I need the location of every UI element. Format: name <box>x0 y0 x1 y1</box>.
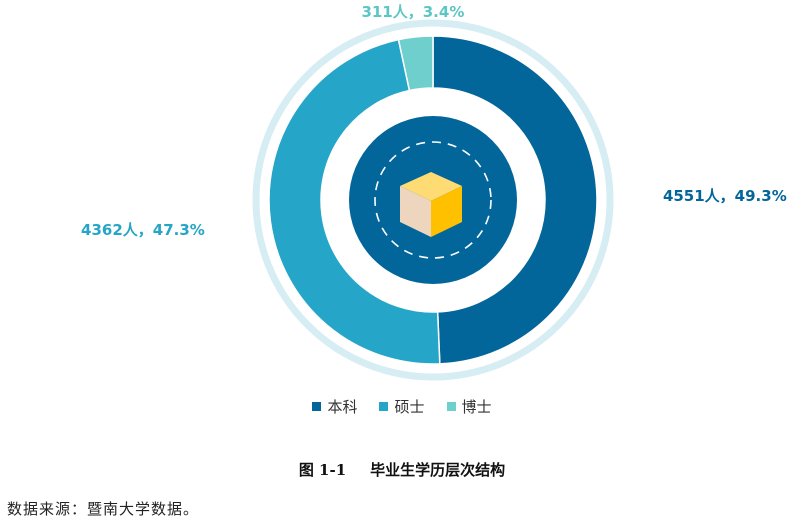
cube-icon <box>400 172 462 237</box>
donut-chart: 4551人，49.3% 4362人，47.3% 311人，3.4% <box>81 3 787 381</box>
center-dashed-ring <box>374 141 492 259</box>
figure-title: 毕业生学历层次结构 <box>370 461 506 479</box>
legend-swatch-doctor <box>446 402 456 411</box>
slice-undergraduate <box>432 35 598 365</box>
figure-caption: 图 1-1 毕业生学历层次结构 <box>0 459 804 480</box>
data-label-doctor: 311人，3.4% <box>361 3 464 21</box>
data-source-note: 数据来源：暨南大学数据。 <box>7 500 200 518</box>
legend: 本科 硕士 博士 <box>0 396 804 417</box>
slice-master <box>268 38 441 365</box>
legend-swatch-undergraduate <box>312 402 322 411</box>
outer-decorative-ring <box>252 19 614 381</box>
data-label-master: 4362人，47.3% <box>81 221 205 239</box>
legend-swatch-master <box>379 402 389 411</box>
slice-doctor <box>397 35 434 92</box>
legend-item-undergraduate: 本科 <box>312 396 357 417</box>
legend-label-doctor: 博士 <box>461 398 492 416</box>
legend-label-master: 硕士 <box>394 398 425 416</box>
legend-label-undergraduate: 本科 <box>327 398 358 416</box>
legend-item-master: 硕士 <box>379 396 425 417</box>
data-label-undergraduate: 4551人，49.3% <box>663 187 787 205</box>
legend-item-doctor: 博士 <box>446 396 492 417</box>
slices-group <box>268 35 598 365</box>
data-labels-group: 4551人，49.3% 4362人，47.3% 311人，3.4% <box>81 3 787 239</box>
figure-number: 图 1-1 <box>298 461 347 479</box>
